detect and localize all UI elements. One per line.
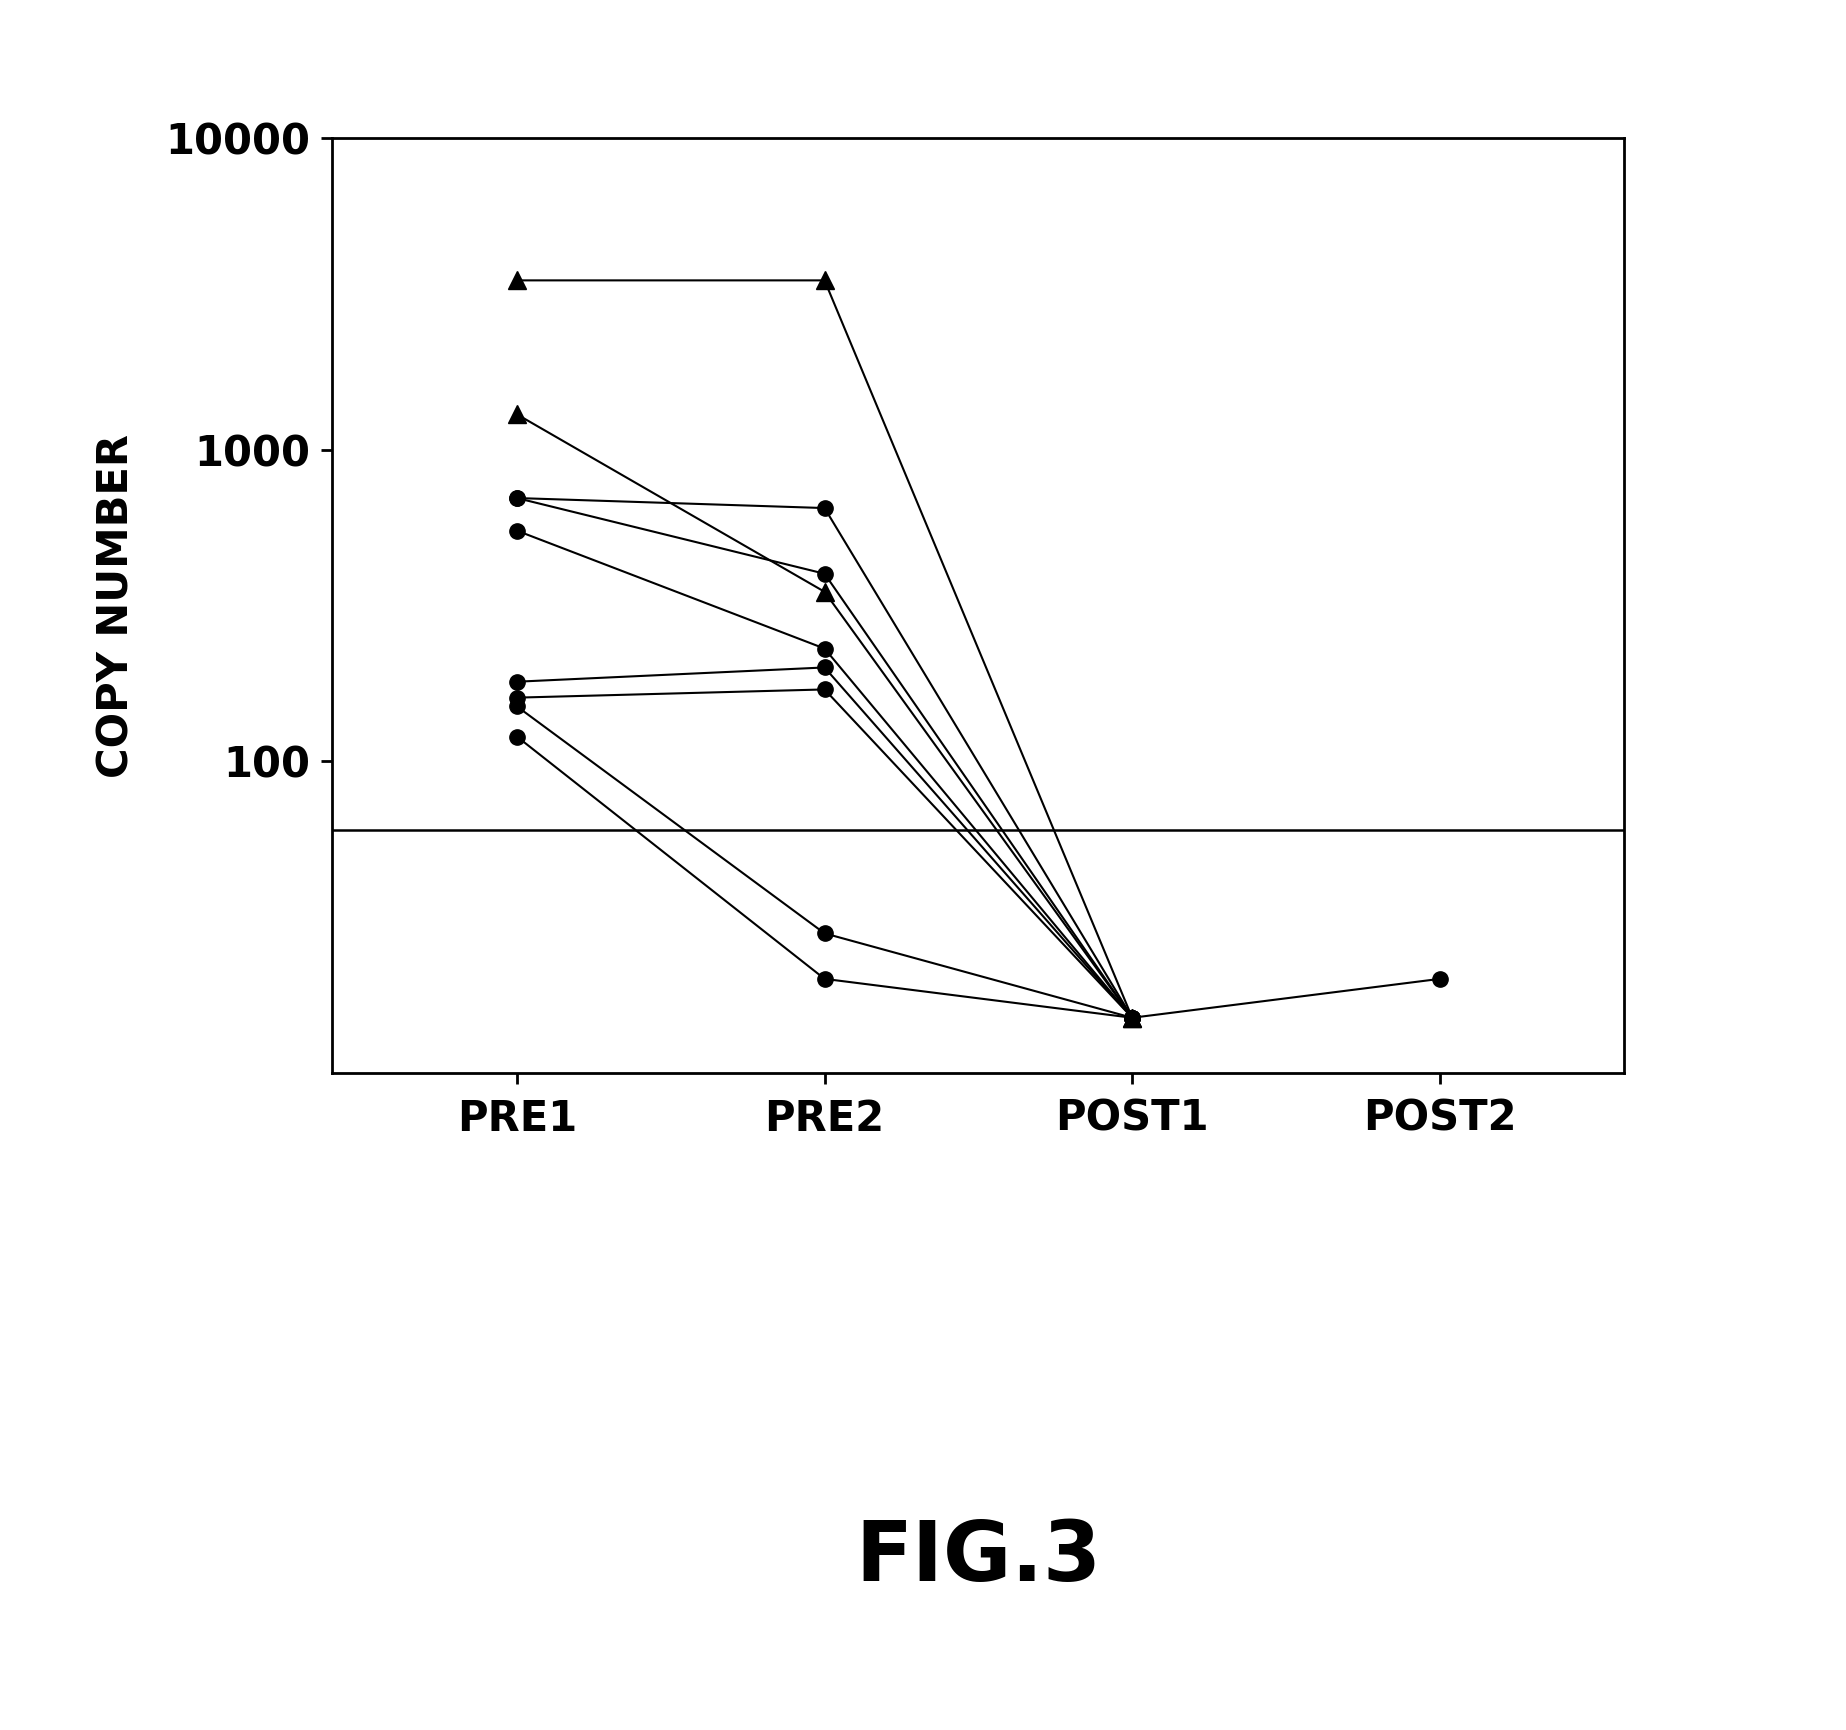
Y-axis label: COPY NUMBER: COPY NUMBER (96, 434, 137, 777)
Text: FIG.3: FIG.3 (855, 1517, 1102, 1597)
